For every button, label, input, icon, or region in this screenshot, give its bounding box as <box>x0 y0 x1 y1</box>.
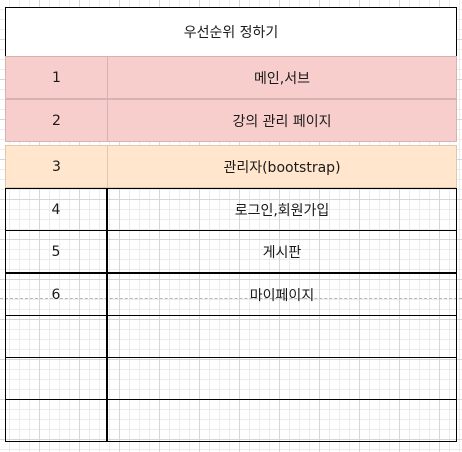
row-number <box>5 357 108 400</box>
row-task: 메인,서브 <box>107 56 457 99</box>
table-row <box>5 357 457 400</box>
page-break-line <box>0 298 462 299</box>
table-row <box>5 399 457 442</box>
row-task <box>107 315 457 358</box>
row-task: 관리자(bootstrap) <box>107 145 457 188</box>
table-row: 2 강의 관리 페이지 <box>5 99 457 142</box>
row-number <box>5 315 108 358</box>
row-number: 1 <box>5 56 108 99</box>
row-number: 6 <box>5 273 108 316</box>
table-row: 4 로그인,회원가입 <box>5 188 457 231</box>
row-number: 4 <box>5 188 108 231</box>
table-row: 1 메인,서브 <box>5 56 457 99</box>
table-title: 우선순위 정하기 <box>5 7 457 57</box>
row-task: 강의 관리 페이지 <box>107 99 457 142</box>
row-task <box>107 357 457 400</box>
table-row: 5 게시판 <box>5 230 457 273</box>
row-task: 마이페이지 <box>107 273 457 316</box>
row-number: 3 <box>5 145 108 188</box>
row-number: 2 <box>5 99 108 142</box>
table-row <box>5 315 457 358</box>
row-task: 게시판 <box>107 230 457 273</box>
row-number: 5 <box>5 230 108 273</box>
priority-table: 우선순위 정하기 1 메인,서브 2 강의 관리 페이지 3 관리자(boots… <box>5 7 457 442</box>
row-number <box>5 399 108 442</box>
table-row: 6 마이페이지 <box>5 273 457 316</box>
table-row: 3 관리자(bootstrap) <box>5 145 457 188</box>
row-task: 로그인,회원가입 <box>107 188 457 231</box>
row-task <box>107 399 457 442</box>
